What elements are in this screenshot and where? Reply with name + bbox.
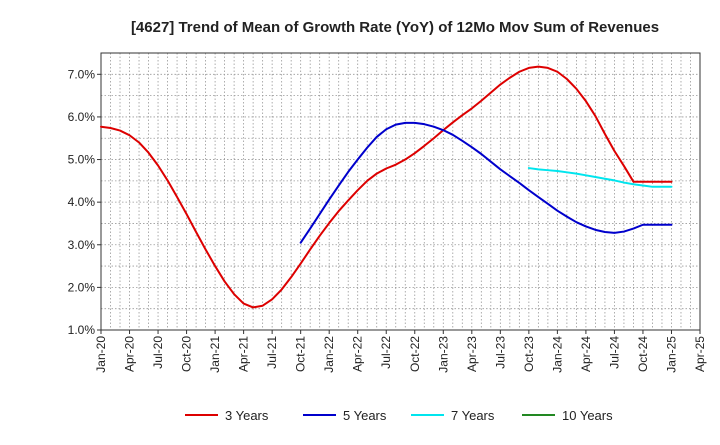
plot-background [101, 53, 700, 330]
x-tick-label: Oct-22 [408, 336, 422, 372]
x-tick-label: Jul-23 [493, 336, 507, 369]
plot-area [101, 53, 700, 330]
y-tick-label: 2.0% [68, 280, 96, 294]
y-tick-label: 5.0% [68, 153, 96, 167]
x-tick-label: Jul-22 [379, 336, 393, 369]
x-tick-label: Oct-20 [180, 336, 194, 372]
plot-frame [100, 52, 701, 331]
y-tick-label: 7.0% [68, 67, 96, 81]
x-tick-label: Jan-22 [322, 336, 336, 373]
y-tick-label: 4.0% [68, 195, 96, 209]
x-tick-label: Jul-20 [151, 336, 165, 369]
legend-label-7-years: 7 Years [451, 408, 495, 423]
series-lines [100, 65, 673, 309]
legend-label-10-years: 10 Years [562, 408, 613, 423]
x-tick-label: Oct-24 [636, 336, 650, 372]
x-tick-label: Apr-20 [123, 336, 137, 372]
x-tick-label: Oct-21 [294, 336, 308, 372]
x-tick-label: Apr-24 [579, 336, 593, 372]
x-tick-label: Apr-21 [237, 336, 251, 372]
axes: 1.0% 2.0% 3.0% 4.0% 5.0% 6.0% 7.0% Jan-20 Apr-20… [68, 52, 707, 373]
y-tick-label: 6.0% [68, 110, 96, 124]
x-tick-label: Jan-24 [550, 336, 564, 373]
x-tick-label: Jul-21 [265, 336, 279, 369]
y-tick-label: 1.0% [68, 323, 96, 337]
x-tick-label: Apr-23 [465, 336, 479, 372]
series-line-3-years [100, 65, 673, 309]
legend-label-5-years: 5 Years [343, 408, 387, 423]
x-tick-label: Apr-22 [351, 336, 365, 372]
y-tick-label: 3.0% [68, 238, 96, 252]
chart-title: [4627] Trend of Mean of Growth Rate (YoY… [131, 19, 659, 36]
x-tick-label: Jan-20 [94, 336, 108, 373]
x-tick-label: Apr-25 [693, 336, 707, 372]
x-tick-label: Jan-25 [664, 336, 678, 373]
x-tick-label: Jan-21 [208, 336, 222, 373]
x-tick-label: Oct-23 [522, 336, 536, 372]
series-line-7-years [527, 167, 673, 188]
x-tick-label: Jul-24 [607, 336, 621, 369]
legend-label-3-years: 3 Years [225, 408, 269, 423]
legend: 3 Years 5 Years 7 Years 10 Years [185, 408, 613, 423]
x-tick-label: Jan-23 [436, 336, 450, 373]
series-line-5-years [299, 121, 673, 244]
grid-lines [101, 53, 700, 330]
